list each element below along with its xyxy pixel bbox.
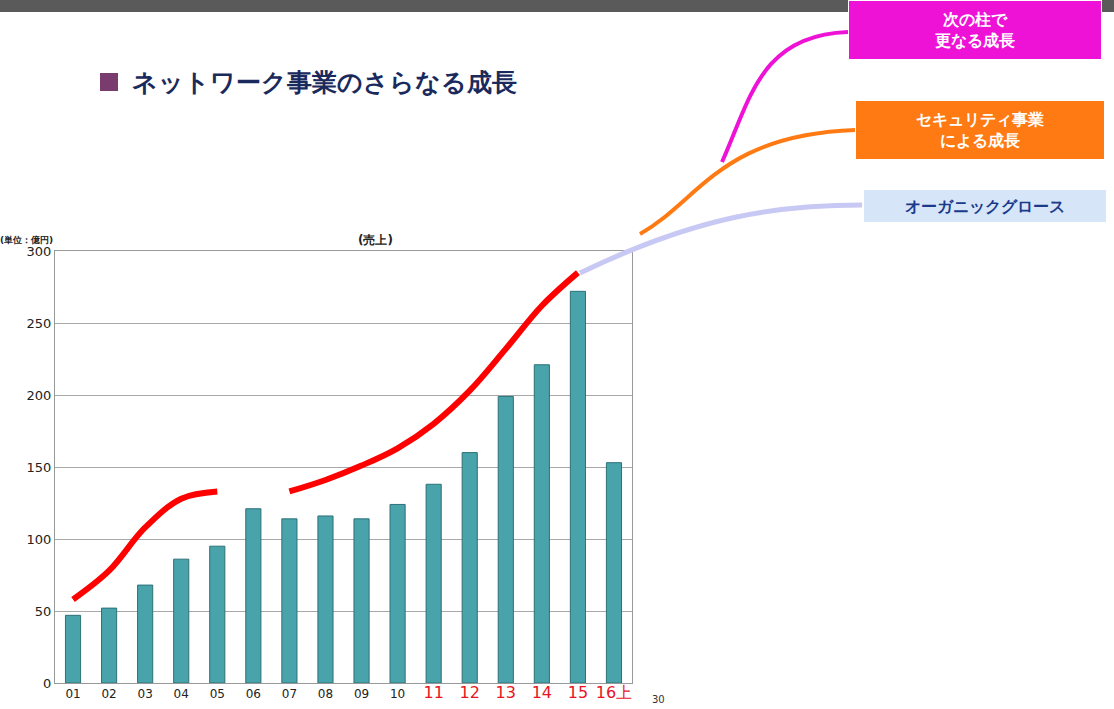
svg-text:16上: 16上 — [596, 683, 632, 702]
svg-text:30: 30 — [652, 694, 665, 705]
svg-text:250: 250 — [27, 316, 52, 331]
svg-text:03: 03 — [138, 687, 153, 701]
svg-text:04: 04 — [174, 687, 189, 701]
svg-text:ネットワーク事業のさらなる成長: ネットワーク事業のさらなる成長 — [132, 68, 517, 97]
svg-text:08: 08 — [318, 687, 333, 701]
svg-text:100: 100 — [27, 532, 52, 547]
svg-text:50: 50 — [35, 604, 52, 619]
svg-text:150: 150 — [27, 460, 52, 475]
svg-text:05: 05 — [210, 687, 225, 701]
svg-text:09: 09 — [354, 687, 369, 701]
svg-text:01: 01 — [65, 687, 80, 701]
svg-text:セキュリティ事業による成長: セキュリティ事業による成長 — [916, 110, 1044, 150]
svg-text:300: 300 — [27, 244, 52, 259]
svg-text:10: 10 — [390, 687, 405, 701]
svg-text:0: 0 — [43, 676, 51, 691]
svg-text:06: 06 — [246, 687, 261, 701]
svg-text:07: 07 — [282, 687, 297, 701]
svg-text:13: 13 — [496, 683, 516, 702]
svg-text:200: 200 — [27, 388, 52, 403]
svg-text:(単位：億円): (単位：億円) — [0, 235, 53, 245]
svg-text:12: 12 — [460, 683, 480, 702]
svg-text:02: 02 — [101, 687, 116, 701]
svg-text:(売上): (売上) — [358, 233, 393, 247]
svg-text:14: 14 — [532, 683, 552, 702]
svg-text:オーガニックグロース: オーガニックグロース — [905, 197, 1065, 216]
svg-text:15: 15 — [568, 683, 588, 702]
svg-text:11: 11 — [423, 683, 443, 702]
svg-text:次の柱で更なる成長: 次の柱で更なる成長 — [935, 10, 1015, 50]
